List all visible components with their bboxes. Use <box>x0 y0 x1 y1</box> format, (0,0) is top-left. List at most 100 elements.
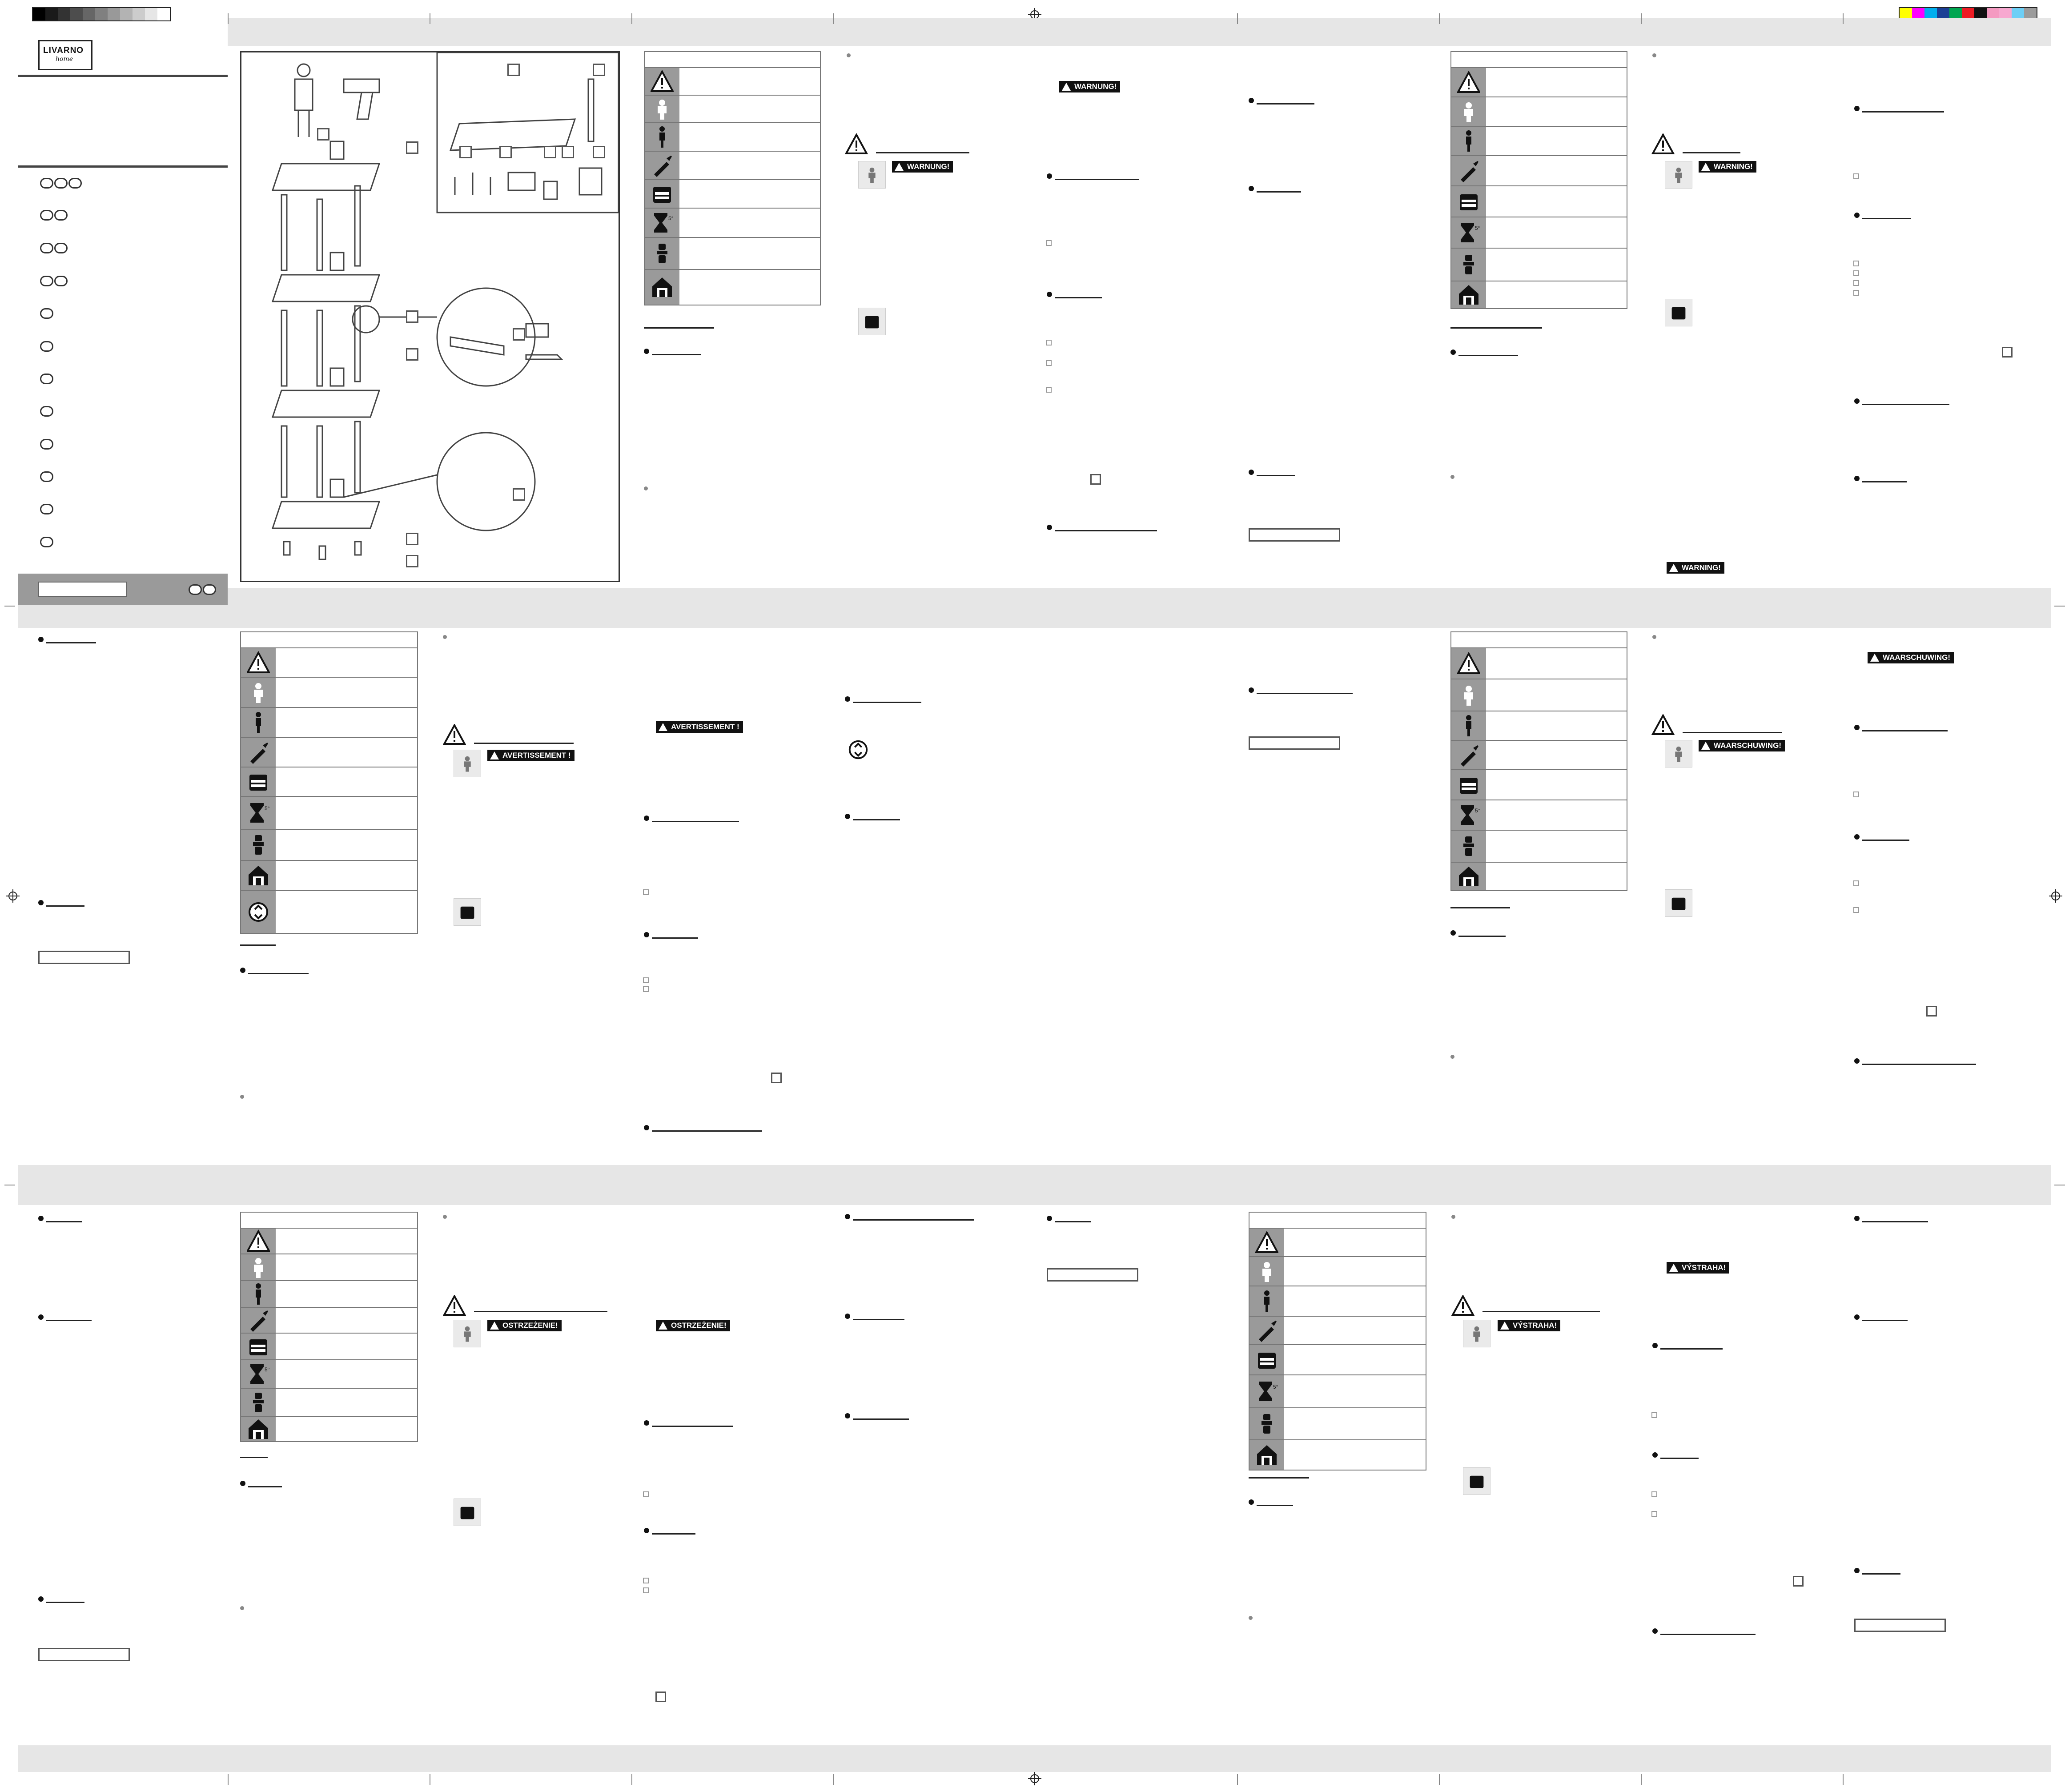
child-icon <box>464 756 471 772</box>
svg-text:5°: 5° <box>265 1366 270 1373</box>
section-bullet <box>1249 470 1254 475</box>
svg-text:5°: 5° <box>1273 1384 1278 1390</box>
weight-icon <box>460 906 474 919</box>
list-square <box>1853 907 1859 913</box>
list-square <box>1046 240 1052 246</box>
section-bullet <box>1854 1058 1860 1064</box>
grey-swatch <box>133 8 145 20</box>
info-box <box>1249 736 1340 750</box>
crop-mark <box>2054 606 2065 607</box>
child-warning-frame <box>454 750 481 777</box>
hourglass-icon: 5° <box>654 213 674 233</box>
section-bullet <box>1047 173 1052 179</box>
crop-mark <box>4 606 15 607</box>
symbol-table-en: 5° <box>1450 51 1627 309</box>
registration-mark-icon <box>1028 1772 1041 1785</box>
adult-icon <box>1264 1290 1270 1312</box>
child-icon <box>1675 746 1682 762</box>
part-label-box <box>459 146 472 158</box>
heading-rule <box>1482 1311 1600 1312</box>
warning-badge-en: WARNING! <box>1667 562 1724 574</box>
fixing-icon <box>253 835 264 855</box>
flag-es <box>40 406 53 417</box>
symbol-table-de: 5° <box>644 51 821 305</box>
flag-be2 <box>54 276 68 286</box>
section-bullet <box>1854 725 1860 730</box>
warning-icon <box>247 1229 270 1252</box>
list-square <box>643 1578 649 1583</box>
list-square <box>643 889 649 895</box>
weight-warning-frame <box>1463 1467 1490 1495</box>
list-square <box>1651 1511 1657 1517</box>
cover-footer <box>18 574 228 605</box>
hourglass-icon: 5° <box>1461 223 1480 242</box>
child-warning-frame <box>1463 1320 1490 1347</box>
section-bullet <box>1854 1216 1860 1221</box>
section-rule <box>240 944 276 946</box>
flag-ie <box>54 210 68 221</box>
section-bullet <box>644 1528 649 1533</box>
section-rule <box>1862 481 1907 482</box>
warning-badge-cz: VÝSTRAHA! <box>1667 1262 1730 1274</box>
section-bullet <box>38 1314 44 1320</box>
fixing-icon <box>1463 255 1474 274</box>
warning-icon <box>1651 133 1675 154</box>
crop-mark <box>1439 1774 1440 1785</box>
section-rule <box>1862 1320 1908 1321</box>
cover-panel: LIVARNO home <box>18 40 228 605</box>
symbol-table-nl: 5° <box>1450 631 1627 891</box>
section-bullet <box>644 349 649 354</box>
warning-icon <box>1457 652 1480 674</box>
section-bullet <box>1047 292 1052 297</box>
weight-icon <box>653 187 671 203</box>
child-icon <box>1262 1262 1271 1282</box>
part-label-box <box>593 64 605 76</box>
hourglass-icon: 5° <box>1461 805 1480 825</box>
crop-mark <box>833 13 834 24</box>
heading-rule <box>474 1311 607 1312</box>
section-rule <box>1862 218 1911 219</box>
weight-icon <box>1671 307 1686 320</box>
list-square <box>643 1587 649 1593</box>
warning-badge-en: WARNING! <box>1699 161 1756 173</box>
grey-scale-bar <box>32 7 171 21</box>
part-label-box <box>593 146 605 158</box>
id-box <box>38 582 127 597</box>
section-bullet <box>38 1596 44 1602</box>
recycle-icon <box>249 902 268 922</box>
section-rule <box>1458 936 1506 937</box>
cover-divider <box>18 165 228 168</box>
flag-footer <box>203 584 216 595</box>
list-dot <box>1451 1215 1455 1219</box>
section-rule <box>1257 693 1353 694</box>
list-square <box>643 1491 649 1497</box>
section-bullet <box>1854 1568 1860 1573</box>
weight-warning-frame <box>454 898 481 926</box>
footer-band <box>18 1745 2051 1772</box>
warning-icon <box>651 70 674 92</box>
section-bullet <box>1249 687 1254 693</box>
list-dot <box>1450 1055 1454 1059</box>
list-square <box>1651 1491 1657 1497</box>
grey-swatch <box>83 8 95 20</box>
indoor-icon <box>652 277 672 297</box>
fold-band <box>18 1165 2051 1205</box>
child-icon <box>868 167 876 183</box>
section-bullet <box>1047 1216 1052 1221</box>
flag-de <box>40 178 53 189</box>
weight-warning-frame <box>1665 299 1692 326</box>
section-bullet <box>1854 834 1860 840</box>
warning-badge-fr: AVERTISSEMENT ! <box>656 721 743 733</box>
grey-swatch <box>33 8 45 20</box>
registration-mark-icon <box>2049 889 2062 903</box>
section-bullet <box>644 1125 649 1130</box>
hourglass-icon: 5° <box>250 1364 270 1384</box>
list-square <box>1853 173 1859 179</box>
crop-mark <box>1237 1774 1238 1785</box>
part-label-box <box>562 146 574 158</box>
tool-icon <box>1461 161 1478 182</box>
symbol-table-cz: 5° <box>1249 1212 1426 1471</box>
crop-mark <box>228 1774 229 1785</box>
info-box <box>1854 1619 1946 1632</box>
weight-warning-frame <box>454 1499 481 1526</box>
